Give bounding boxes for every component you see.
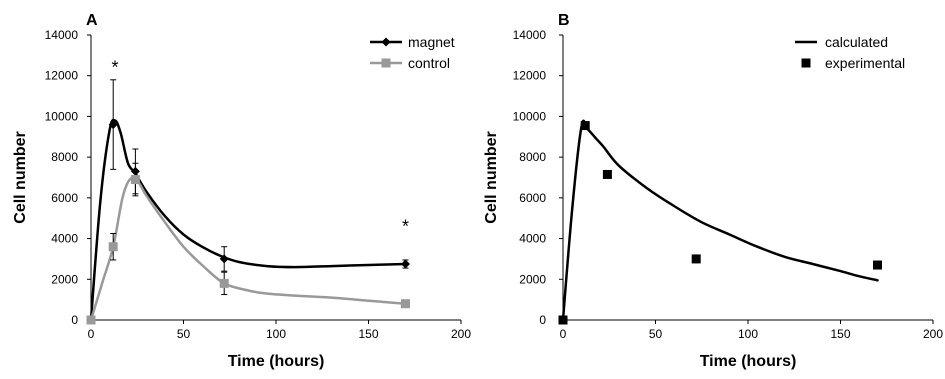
data-point — [130, 175, 140, 185]
x-axis-title: Time (hours) — [228, 353, 325, 370]
y-axis-title: Cell number — [12, 131, 29, 223]
series-calculated — [561, 119, 879, 322]
chart-panel-b: 0 2000 4000 6000 8000 10000 12000 14000 0 50 100 15… — [483, 12, 943, 370]
legend: calculated experimental — [795, 34, 905, 71]
y-tick-label: 12000 — [513, 69, 547, 83]
y-tick-label: 4000 — [519, 232, 546, 246]
x-tick-label: 200 — [923, 327, 943, 341]
significance-marker: * — [402, 216, 409, 236]
significance-marker: * — [112, 58, 119, 78]
legend-label: magnet — [408, 34, 455, 50]
legend-label: control — [408, 55, 450, 71]
panel-label: A — [86, 12, 98, 29]
y-tick-label: 8000 — [519, 150, 546, 164]
y-tick-label: 10000 — [45, 109, 79, 123]
series-control — [86, 162, 410, 325]
legend-marker — [381, 58, 391, 68]
data-point — [558, 315, 568, 325]
y-tick-label: 8000 — [51, 150, 78, 164]
x-tick-label: 50 — [649, 327, 663, 341]
series-magnet — [86, 79, 410, 325]
y-tick-label: 2000 — [51, 272, 78, 286]
x-tick-label: 0 — [560, 327, 567, 341]
data-point — [108, 120, 118, 130]
y-tick-label: 12000 — [45, 69, 79, 83]
x-tick-label: 100 — [738, 327, 758, 341]
y-tick-label: 6000 — [519, 191, 546, 205]
x-tick-label: 200 — [451, 327, 471, 341]
legend-marker — [381, 37, 391, 47]
data-point — [401, 299, 410, 309]
series-experimental — [558, 121, 882, 325]
y-tick-label: 4000 — [51, 232, 78, 246]
data-point — [219, 278, 229, 288]
legend: magnet control — [370, 34, 455, 71]
data-point — [691, 254, 701, 264]
data-point — [602, 169, 612, 179]
x-axis-title: Time (hours) — [700, 353, 797, 370]
data-point — [219, 254, 229, 264]
y-axis-title: Cell number — [483, 131, 500, 223]
y-tick-label: 0 — [71, 313, 78, 327]
series-line — [89, 118, 407, 322]
series-line — [89, 176, 407, 322]
data-point — [873, 260, 882, 270]
y-tick-label: 0 — [539, 313, 546, 327]
x-tick-label: 0 — [88, 327, 95, 341]
data-point — [108, 242, 118, 252]
y-tick-label: 10000 — [513, 109, 547, 123]
chart-panel-a: 0 2000 4000 6000 8000 10000 12000 14000 0 50 100 15… — [12, 12, 471, 370]
panel-label: B — [558, 12, 570, 29]
legend-marker — [801, 58, 811, 68]
x-tick-label: 50 — [177, 327, 191, 341]
x-tick-label: 150 — [358, 327, 378, 341]
legend-label: experimental — [825, 55, 905, 71]
y-tick-label: 14000 — [45, 28, 79, 42]
y-tick-label: 14000 — [513, 28, 547, 42]
x-tick-label: 100 — [266, 327, 286, 341]
data-point — [86, 315, 96, 325]
x-tick-label: 150 — [830, 327, 850, 341]
data-point — [580, 121, 590, 131]
y-tick-label: 6000 — [51, 191, 78, 205]
legend-label: calculated — [825, 34, 888, 50]
data-point — [401, 259, 410, 269]
y-tick-label: 2000 — [519, 272, 546, 286]
series-line — [561, 119, 879, 322]
